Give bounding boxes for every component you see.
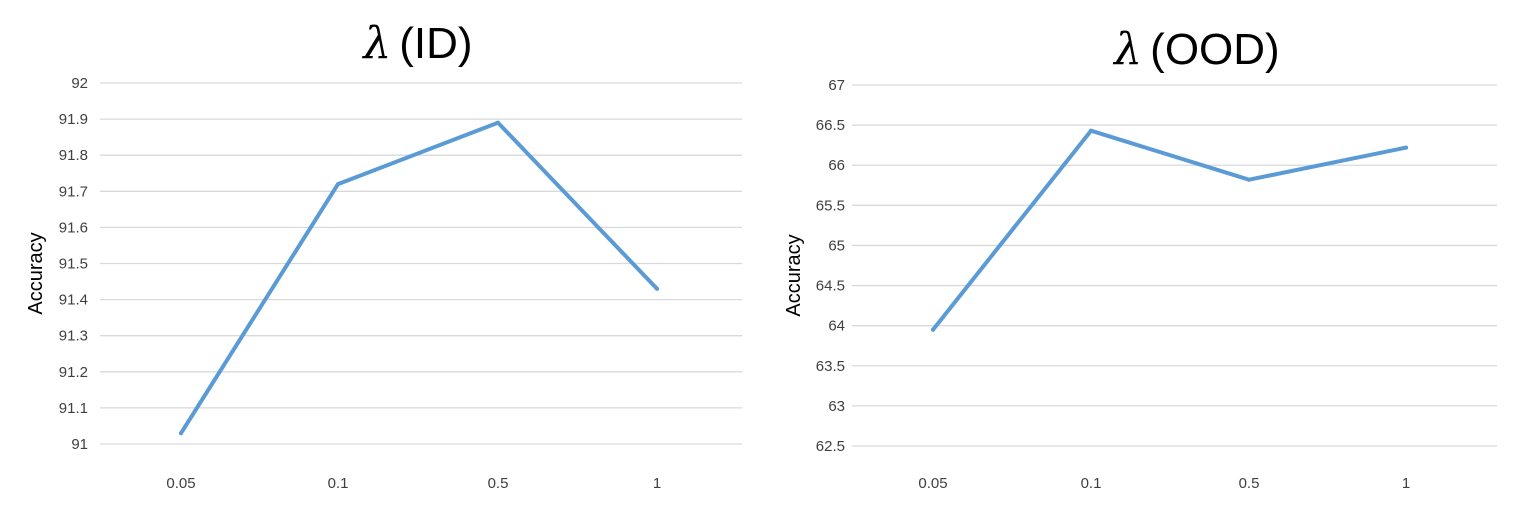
y-tick-label: 64 — [828, 318, 845, 335]
y-tick-label: 64.5 — [816, 278, 845, 295]
series-line-1 — [179, 120, 659, 436]
y-tick-label: 65 — [828, 237, 845, 254]
y-tick-label: 67 — [828, 77, 845, 94]
x-tick-label: 0.1 — [328, 475, 349, 492]
chart-title-text: (OOD) — [1150, 25, 1280, 74]
y-tick-label: 66 — [828, 157, 845, 174]
chart-panel-1: λ (ID) 91 91.1 91.2 91.3 91.4 91.5 91.6 91.7 91.8 9… — [25, 18, 742, 492]
x-tick-label: 1 — [653, 475, 661, 492]
y-tick-label: 91.5 — [59, 256, 88, 273]
y-tick-label: 63.5 — [816, 358, 845, 375]
x-tick-label: 0.05 — [918, 475, 947, 492]
y-tick-label: 91.1 — [59, 400, 88, 417]
data-point — [1089, 128, 1093, 133]
chart-title-symbol: λ — [361, 18, 391, 69]
chart-title-symbol: λ — [1112, 24, 1142, 75]
data-point — [179, 431, 183, 436]
y-tick-label: 66.5 — [816, 117, 845, 134]
y-tick-label: 91.4 — [59, 292, 88, 309]
y-tick-label: 91.3 — [59, 328, 88, 345]
y-tick-label: 91.7 — [59, 183, 88, 200]
chart-panel-2: λ (OOD) 62.5 63 63.5 64 64.5 65 65.5 66 66.5 67 0.05… — [783, 24, 1497, 492]
y-tick-label: 91.8 — [59, 147, 88, 164]
chart-title: λ (ID) — [361, 18, 472, 69]
y-axis-label: Accuracy — [25, 232, 47, 314]
y-axis-label: Accuracy — [783, 234, 805, 316]
chart-title: λ (OOD) — [1112, 24, 1279, 75]
y-tick-label: 91 — [71, 436, 88, 453]
series-line-1 — [931, 128, 1408, 332]
data-point — [931, 327, 935, 332]
y-tick-label: 62.5 — [816, 438, 845, 455]
data-point — [496, 120, 500, 125]
y-tick-label: 63 — [828, 398, 845, 415]
y-tick-label: 65.5 — [816, 197, 845, 214]
data-point — [336, 182, 340, 187]
y-tick-label: 91.6 — [59, 219, 88, 236]
x-tick-label: 0.05 — [166, 475, 195, 492]
data-point — [1247, 177, 1251, 182]
x-tick-label: 0.5 — [488, 475, 509, 492]
chart-title-text: (ID) — [399, 19, 472, 68]
x-tick-label: 1 — [1402, 475, 1410, 492]
y-tick-label: 91.2 — [59, 364, 88, 381]
y-tick-label: 91.9 — [59, 111, 88, 128]
x-tick-label: 0.1 — [1081, 475, 1102, 492]
y-tick-label: 92 — [71, 75, 88, 92]
data-point — [655, 286, 659, 291]
data-point — [1404, 145, 1408, 150]
x-tick-label: 0.5 — [1239, 475, 1260, 492]
